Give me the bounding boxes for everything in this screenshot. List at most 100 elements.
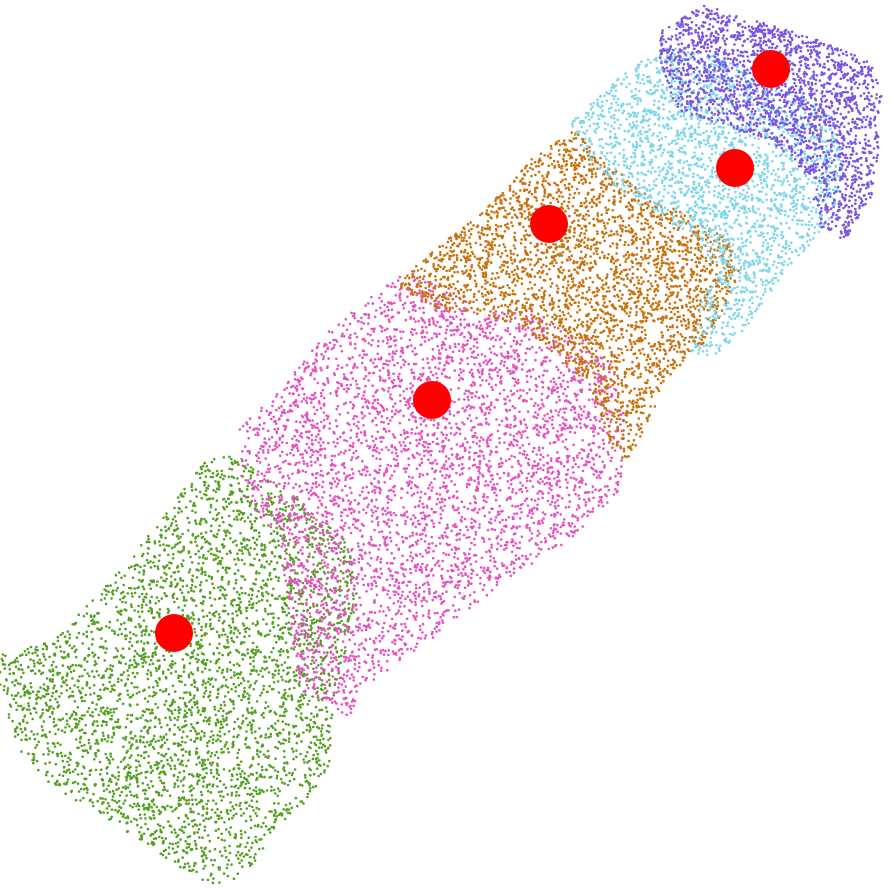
data-point [282,693,286,697]
data-point [101,706,105,709]
data-point [255,814,259,818]
data-point [559,408,562,411]
data-point [179,743,183,747]
data-point [241,714,245,717]
data-point [5,692,9,695]
data-point [274,545,278,549]
data-point [159,528,163,532]
data-point [300,624,303,628]
data-point [249,474,253,477]
data-point [280,814,284,817]
data-point [136,564,140,567]
data-point [527,472,530,475]
data-point [36,654,39,657]
data-point [182,784,185,787]
data-point [37,740,40,744]
data-point [61,631,65,635]
data-point [222,538,226,541]
data-point [116,649,120,652]
data-point [250,597,253,600]
data-point [19,695,23,698]
data-point [199,519,202,523]
data-point [264,768,268,772]
data-point [84,693,88,697]
data-point [164,687,168,691]
data-point [236,477,239,480]
data-point [389,419,392,422]
data-point [299,695,302,699]
data-point [281,705,284,709]
data-point [203,517,206,521]
data-point [215,547,218,550]
data-point [526,410,530,413]
data-point [455,431,458,435]
data-point [265,498,269,501]
data-point [125,794,128,797]
data-point [257,649,260,652]
data-point [142,619,146,622]
data-point [305,779,309,783]
data-point [324,616,327,619]
data-point [242,469,246,473]
data-point [33,707,37,710]
data-point [205,766,208,770]
data-point [181,609,184,612]
data-point [364,628,368,632]
data-point [235,515,238,519]
data-point [271,622,274,625]
data-point [186,653,190,657]
data-point [193,703,197,706]
data-point [373,575,376,579]
data-point [196,689,199,692]
data-point [141,585,145,588]
data-point [202,785,205,788]
data-point [309,746,312,750]
data-point [176,775,180,779]
data-point [325,515,328,519]
data-point [91,732,94,736]
data-point [210,763,213,767]
data-point [191,611,194,614]
data-point [161,672,165,675]
data-point [189,698,193,702]
data-point [372,569,376,573]
data-point [104,602,108,606]
data-point [270,560,273,563]
data-point [183,604,187,607]
data-point [245,717,248,720]
data-point [127,566,131,570]
data-point [162,785,166,789]
data-point [147,537,150,541]
data-point [276,634,280,638]
data-point [159,852,163,855]
data-point [297,598,301,601]
data-point [133,685,136,689]
data-point [103,588,106,591]
data-point [241,657,245,661]
data-point [222,709,225,713]
data-point [227,859,231,862]
data-point [393,584,396,587]
data-point [310,401,313,404]
data-point [146,672,149,676]
data-point [207,677,211,681]
data-point [241,546,244,549]
data-point [176,582,179,585]
data-point [248,864,252,867]
data-point [431,556,435,560]
data-point [63,635,67,638]
data-point [202,658,205,662]
data-point [171,847,175,850]
data-point [128,647,131,650]
data-point [205,812,209,815]
data-point [140,754,143,758]
data-point [82,614,86,618]
data-point [253,681,257,685]
data-point [246,499,250,503]
data-point [530,397,533,401]
data-point [492,556,496,560]
data-point [212,652,216,656]
data-point [288,771,291,775]
data-point [128,631,132,634]
data-point [312,605,316,608]
